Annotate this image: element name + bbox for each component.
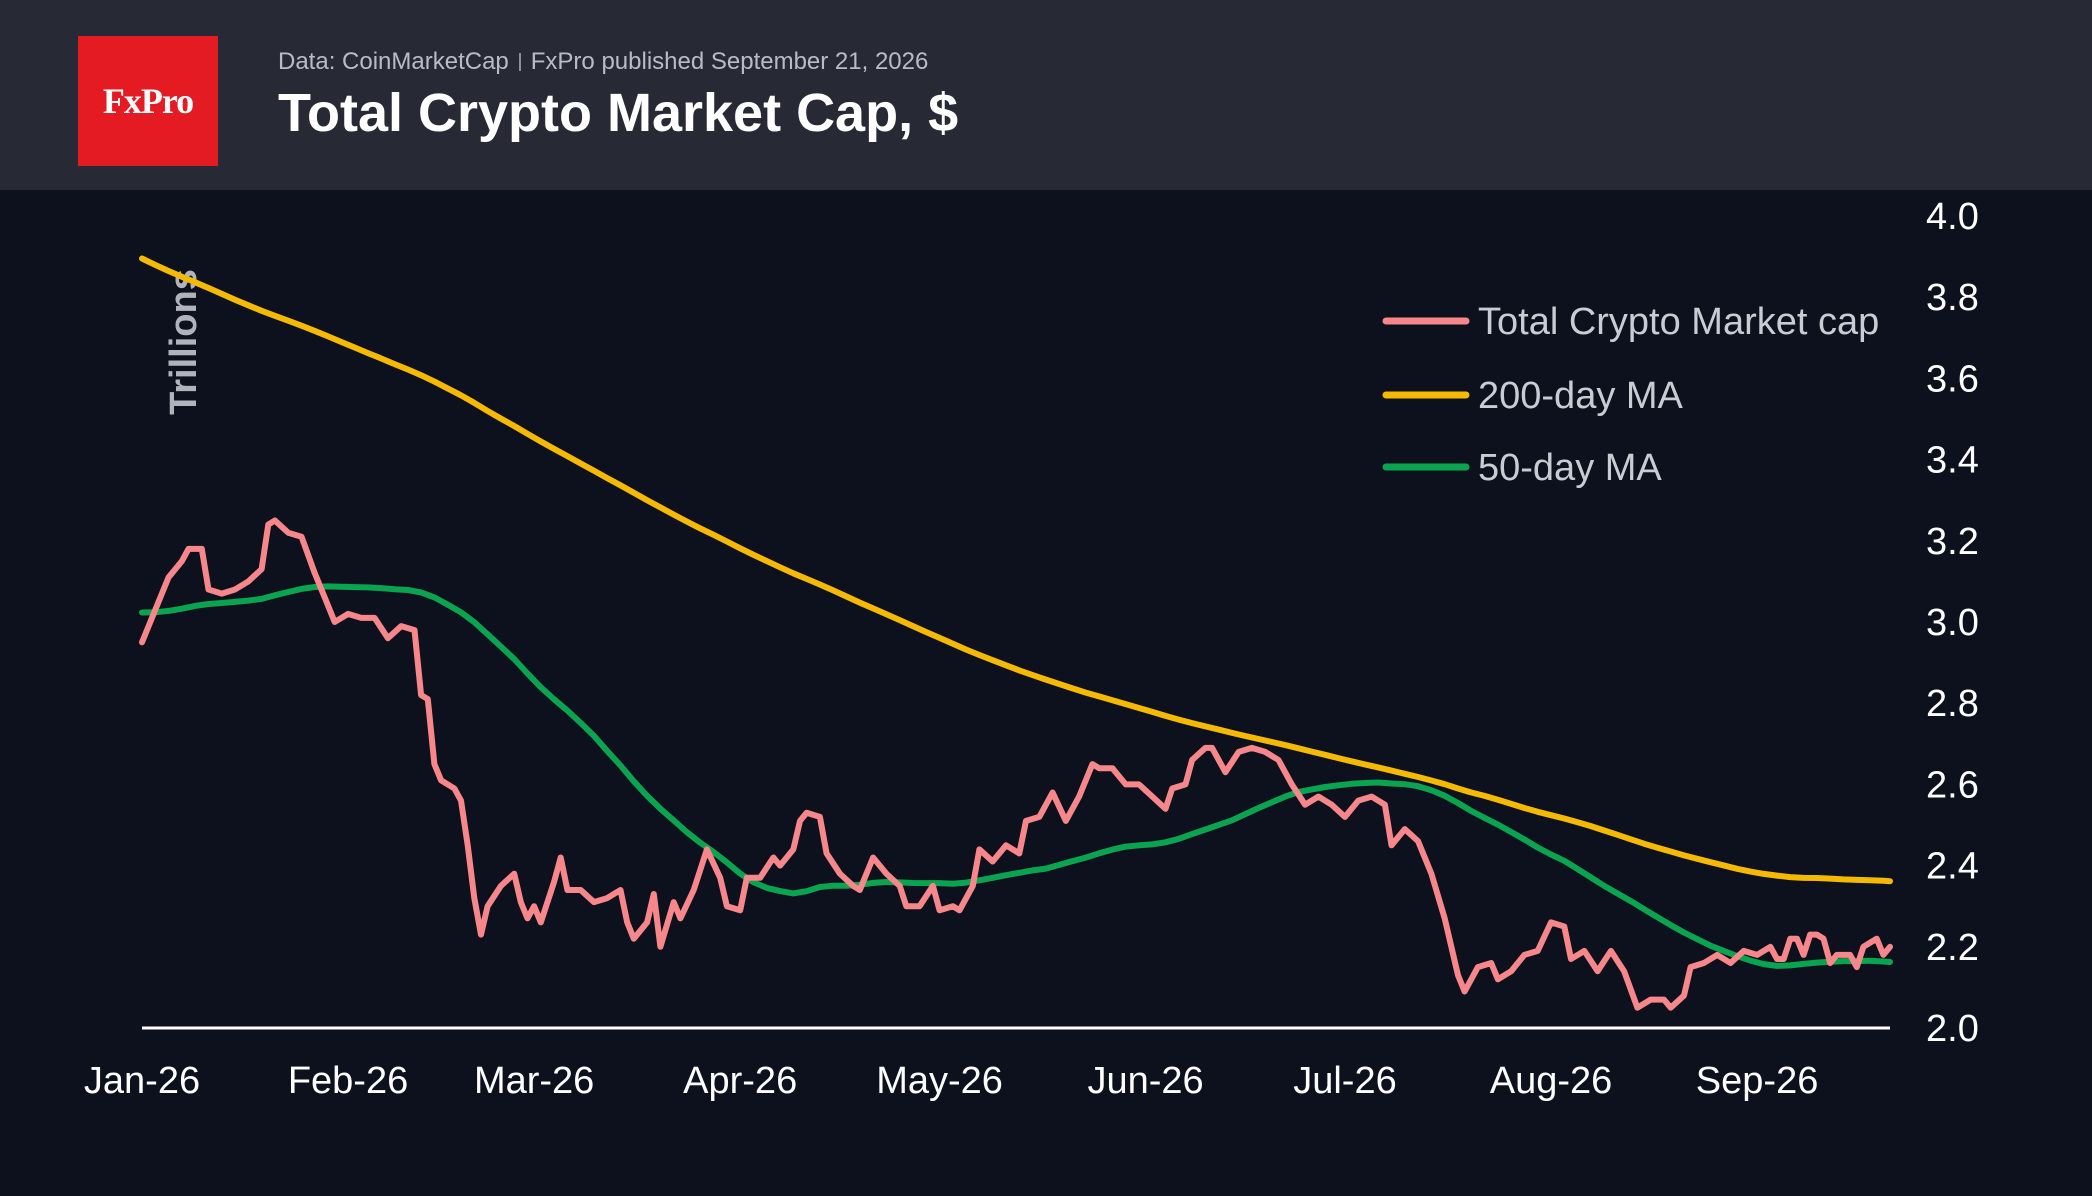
x-tick-label: Aug-26 [1490, 1060, 1613, 1102]
x-tick-label: Jun-26 [1088, 1060, 1204, 1102]
x-tick-label: Apr-26 [683, 1060, 797, 1102]
x-tick-label: Jul-26 [1293, 1060, 1397, 1102]
y-tick-label: 3.0 [1926, 602, 1979, 644]
y-tick-label: 2.8 [1926, 683, 1979, 725]
y-tick-label: 3.8 [1926, 277, 1979, 319]
legend-label: Total Crypto Market cap [1478, 301, 1879, 343]
fxpro-logo: FxPro [78, 36, 218, 166]
logo-text: FxPro [102, 81, 194, 121]
chart-meta: Data: CoinMarketCap FxPro published Septe… [278, 48, 928, 76]
y-tick-label: 2.6 [1926, 764, 1979, 806]
y-tick-label: 3.2 [1926, 521, 1979, 563]
legend-label: 50-day MA [1478, 447, 1662, 489]
y-tick-label: 2.0 [1926, 1008, 1979, 1050]
x-tick-label: May-26 [876, 1060, 1003, 1102]
x-tick-label: Jan-26 [84, 1060, 200, 1102]
y-tick-label: 2.2 [1926, 927, 1979, 969]
publish-info: FxPro published September 21, 2026 [530, 48, 929, 75]
y-tick-label: 4.0 [1926, 196, 1979, 238]
data-source: Data: CoinMarketCap [278, 48, 509, 75]
series-line-200-day-ma [139, 255, 1893, 885]
y-axis-title: Trillions [163, 269, 205, 415]
legend-label: 200-day MA [1478, 375, 1684, 417]
legend: Total Crypto Market cap 200-day MA 50-day … [1382, 301, 1879, 489]
x-tick-label: Mar-26 [474, 1060, 594, 1102]
y-tick-label: 3.4 [1926, 440, 1979, 482]
x-tick-label: Sep-26 [1696, 1060, 1819, 1102]
y-axis-label-group: Trillions [163, 269, 205, 415]
y-tick-label: 3.6 [1926, 358, 1979, 400]
series-line-50-day-ma [139, 583, 1893, 969]
axis-group: 2.0 2.2 2.4 2.6 2.8 3.0 3.2 3.4 3.6 3.8 4.0 Jan-26 F… [84, 196, 1979, 1102]
x-tick-label: Feb-26 [288, 1060, 408, 1102]
series-line-market-cap [139, 517, 1893, 1011]
page-title: Total Crypto Market Cap, $ [278, 83, 959, 143]
series-group [139, 255, 1893, 1011]
header-bar: FxPro Data: CoinMarketCap FxPro published… [0, 0, 2092, 190]
meta-separator [518, 53, 521, 71]
y-tick-label: 2.4 [1926, 846, 1979, 888]
